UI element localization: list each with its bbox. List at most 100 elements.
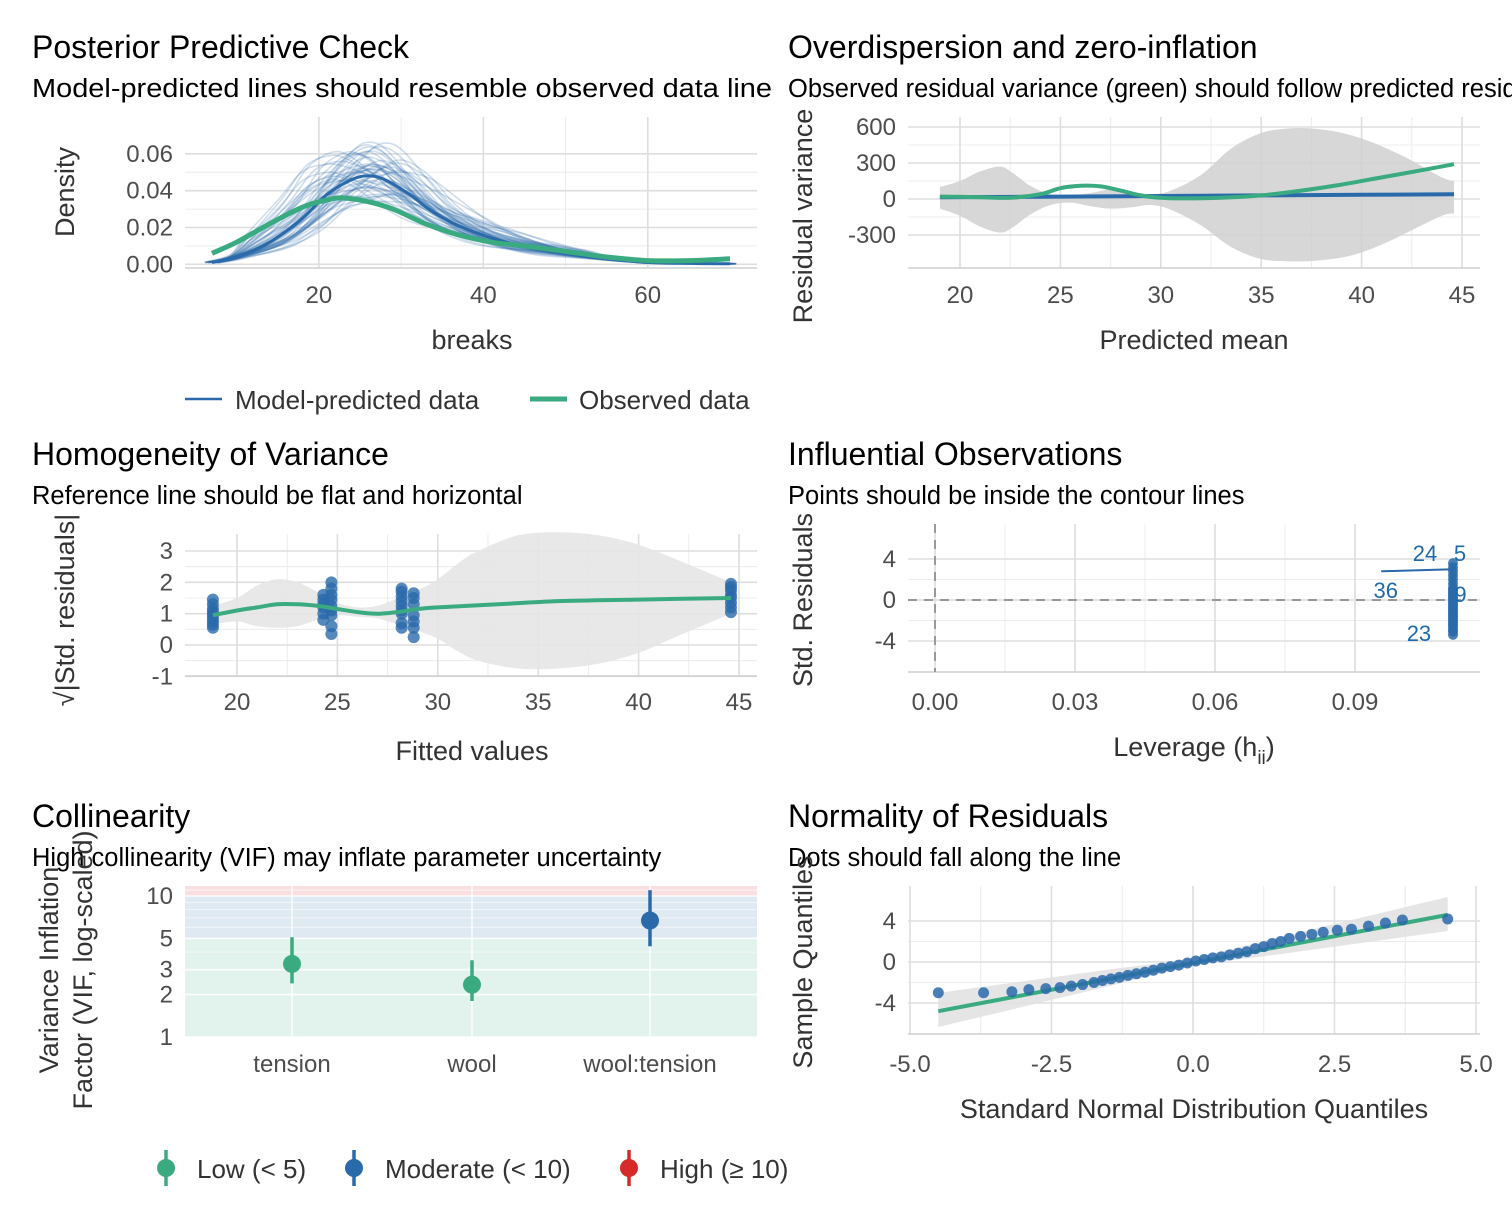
normality-y-axis-label: Sample Quantiles — [788, 855, 818, 1068]
normality-point — [1345, 923, 1357, 935]
influential-x-tick-label: 0.03 — [1052, 689, 1099, 716]
homogeneity-point — [407, 631, 420, 644]
legend-low-label: Low (< 5) — [197, 1154, 306, 1184]
ppc-x-tick-label: 60 — [634, 282, 661, 309]
normality-x-tick-label: 2.5 — [1318, 1051, 1351, 1078]
collinearity-legend: Low (< 5) Moderate (< 10) High (≥ 10) — [157, 1150, 788, 1186]
ppc-subtitle: Model-predicted lines should resemble ob… — [32, 75, 772, 103]
normality-point — [1215, 951, 1227, 963]
normality-point — [1077, 979, 1089, 991]
normality-point — [1088, 977, 1100, 988]
ppc-title: Posterior Predictive Check — [32, 29, 410, 65]
overdispersion-subtitle: Observed residual variance (green) shoul… — [788, 75, 1512, 103]
influential-x-tick-label: 0.09 — [1332, 689, 1379, 716]
homogeneity-plot-area: 20 25 30 35 40 45 -1 0 1 2 3 — [152, 532, 757, 716]
legend-moderate-key-dot — [345, 1159, 363, 1177]
ppc-y-tick-label: 0.04 — [126, 178, 173, 205]
influential-observation-label: 5 — [1454, 541, 1466, 566]
ppc-x-axis-label: breaks — [431, 325, 512, 355]
influential-contour-segment — [1381, 568, 1454, 573]
legend-model-predicted-label: Model-predicted data — [235, 385, 480, 415]
normality-point — [1173, 959, 1185, 971]
influential-panel: Influential Observations Points should b… — [788, 436, 1480, 769]
normality-point — [1113, 971, 1125, 983]
influential-x-axis-label: Leverage (hii) — [1113, 732, 1275, 769]
normality-point — [1331, 924, 1343, 936]
overdispersion-y-tick-label: 0 — [883, 186, 896, 213]
normality-point — [1190, 955, 1202, 967]
overdispersion-y-tick-label: -300 — [848, 222, 896, 249]
collinearity-title: Collinearity — [32, 798, 190, 834]
collinearity-vif-point — [641, 911, 659, 930]
ppc-observed-line — [210, 195, 731, 264]
influential-observation-label: 9 — [1454, 582, 1466, 607]
homogeneity-y-tick-label: 3 — [160, 538, 173, 565]
homogeneity-y-tick-label: 1 — [160, 601, 173, 628]
homogeneity-point — [395, 617, 408, 630]
collinearity-high-zone — [185, 886, 757, 896]
normality-x-tick-label: -5.0 — [889, 1051, 930, 1078]
overdispersion-x-tick-label: 40 — [1348, 282, 1375, 309]
normality-point — [1379, 917, 1391, 929]
normality-point — [1275, 936, 1287, 947]
homogeneity-point — [325, 628, 338, 641]
overdispersion-x-tick-label: 20 — [947, 282, 974, 309]
homogeneity-x-axis-label: Fitted values — [395, 736, 548, 766]
influential-x-tick-label: 0.00 — [912, 689, 959, 716]
overdispersion-x-tick-label: 45 — [1449, 282, 1476, 309]
normality-point — [1232, 947, 1244, 959]
ppc-x-tick-label: 20 — [306, 282, 333, 309]
homogeneity-y-tick-label: 2 — [160, 569, 173, 596]
normality-point — [1283, 932, 1295, 944]
collinearity-x-tick-label: wool:tension — [582, 1051, 716, 1078]
leverage-label-close: ) — [1266, 732, 1275, 762]
normality-point — [1295, 930, 1307, 942]
ppc-legend: Model-predicted data Observed data — [185, 385, 750, 415]
normality-point — [1362, 920, 1374, 932]
normality-point — [1040, 983, 1052, 995]
collinearity-vif-point — [283, 954, 301, 973]
normality-point — [1317, 926, 1329, 938]
ppc-x-tick-label: 40 — [470, 282, 497, 309]
influential-y-tick-label: 4 — [883, 546, 896, 573]
collinearity-y-axis-label-line1: Variance Inflation — [34, 867, 64, 1074]
influential-x-tick-label: 0.06 — [1192, 689, 1239, 716]
influential-title: Influential Observations — [788, 436, 1122, 472]
legend-moderate-label: Moderate (< 10) — [385, 1154, 571, 1184]
collinearity-y-tick-label: 2 — [160, 982, 173, 1009]
normality-point — [1258, 941, 1270, 953]
collinearity-y-tick-label: 1 — [160, 1024, 173, 1051]
normality-point — [1122, 969, 1134, 981]
collinearity-plot-area: 1 23 5 10 tension wool wool:tension — [146, 883, 757, 1078]
homogeneity-point — [395, 582, 408, 595]
overdispersion-y-tick-label: 300 — [856, 150, 896, 177]
homogeneity-point — [325, 576, 338, 589]
influential-y-axis-label: Std. Residuals — [788, 513, 818, 687]
influential-y-tick-label: 0 — [883, 587, 896, 614]
normality-point — [1054, 982, 1066, 994]
homogeneity-x-tick-label: 30 — [424, 689, 451, 716]
influential-subtitle: Points should be inside the contour line… — [788, 482, 1244, 510]
collinearity-y-tick-label: 5 — [160, 925, 173, 952]
leverage-label-main: Leverage (h — [1113, 732, 1257, 762]
legend-low-key-dot — [157, 1159, 175, 1177]
normality-point — [978, 987, 990, 999]
normality-point — [1442, 913, 1454, 925]
legend-high-label: High (≥ 10) — [660, 1154, 788, 1184]
homogeneity-x-tick-label: 45 — [726, 689, 753, 716]
homogeneity-confidence-band — [212, 532, 731, 670]
homogeneity-panel: Homogeneity of Variance Reference line s… — [32, 436, 757, 766]
overdispersion-y-axis-label: Residual variance — [788, 109, 818, 324]
overdispersion-x-tick-label: 35 — [1248, 282, 1275, 309]
ppc-y-tick-label: 0.06 — [126, 141, 173, 168]
influential-y-tick-label: -4 — [875, 628, 896, 655]
normality-point — [1198, 953, 1210, 965]
normality-x-tick-label: 5.0 — [1459, 1051, 1492, 1078]
ppc-panel: Posterior Predictive Check Model-predict… — [32, 29, 772, 415]
normality-point — [1023, 984, 1035, 996]
homogeneity-point — [724, 577, 737, 590]
homogeneity-title: Homogeneity of Variance — [32, 436, 389, 472]
influential-plot-area: 0.00 0.03 0.06 0.09 -4 0 4 24 5 36 9 23 — [875, 524, 1480, 716]
homogeneity-y-tick-label: -1 — [152, 663, 173, 690]
